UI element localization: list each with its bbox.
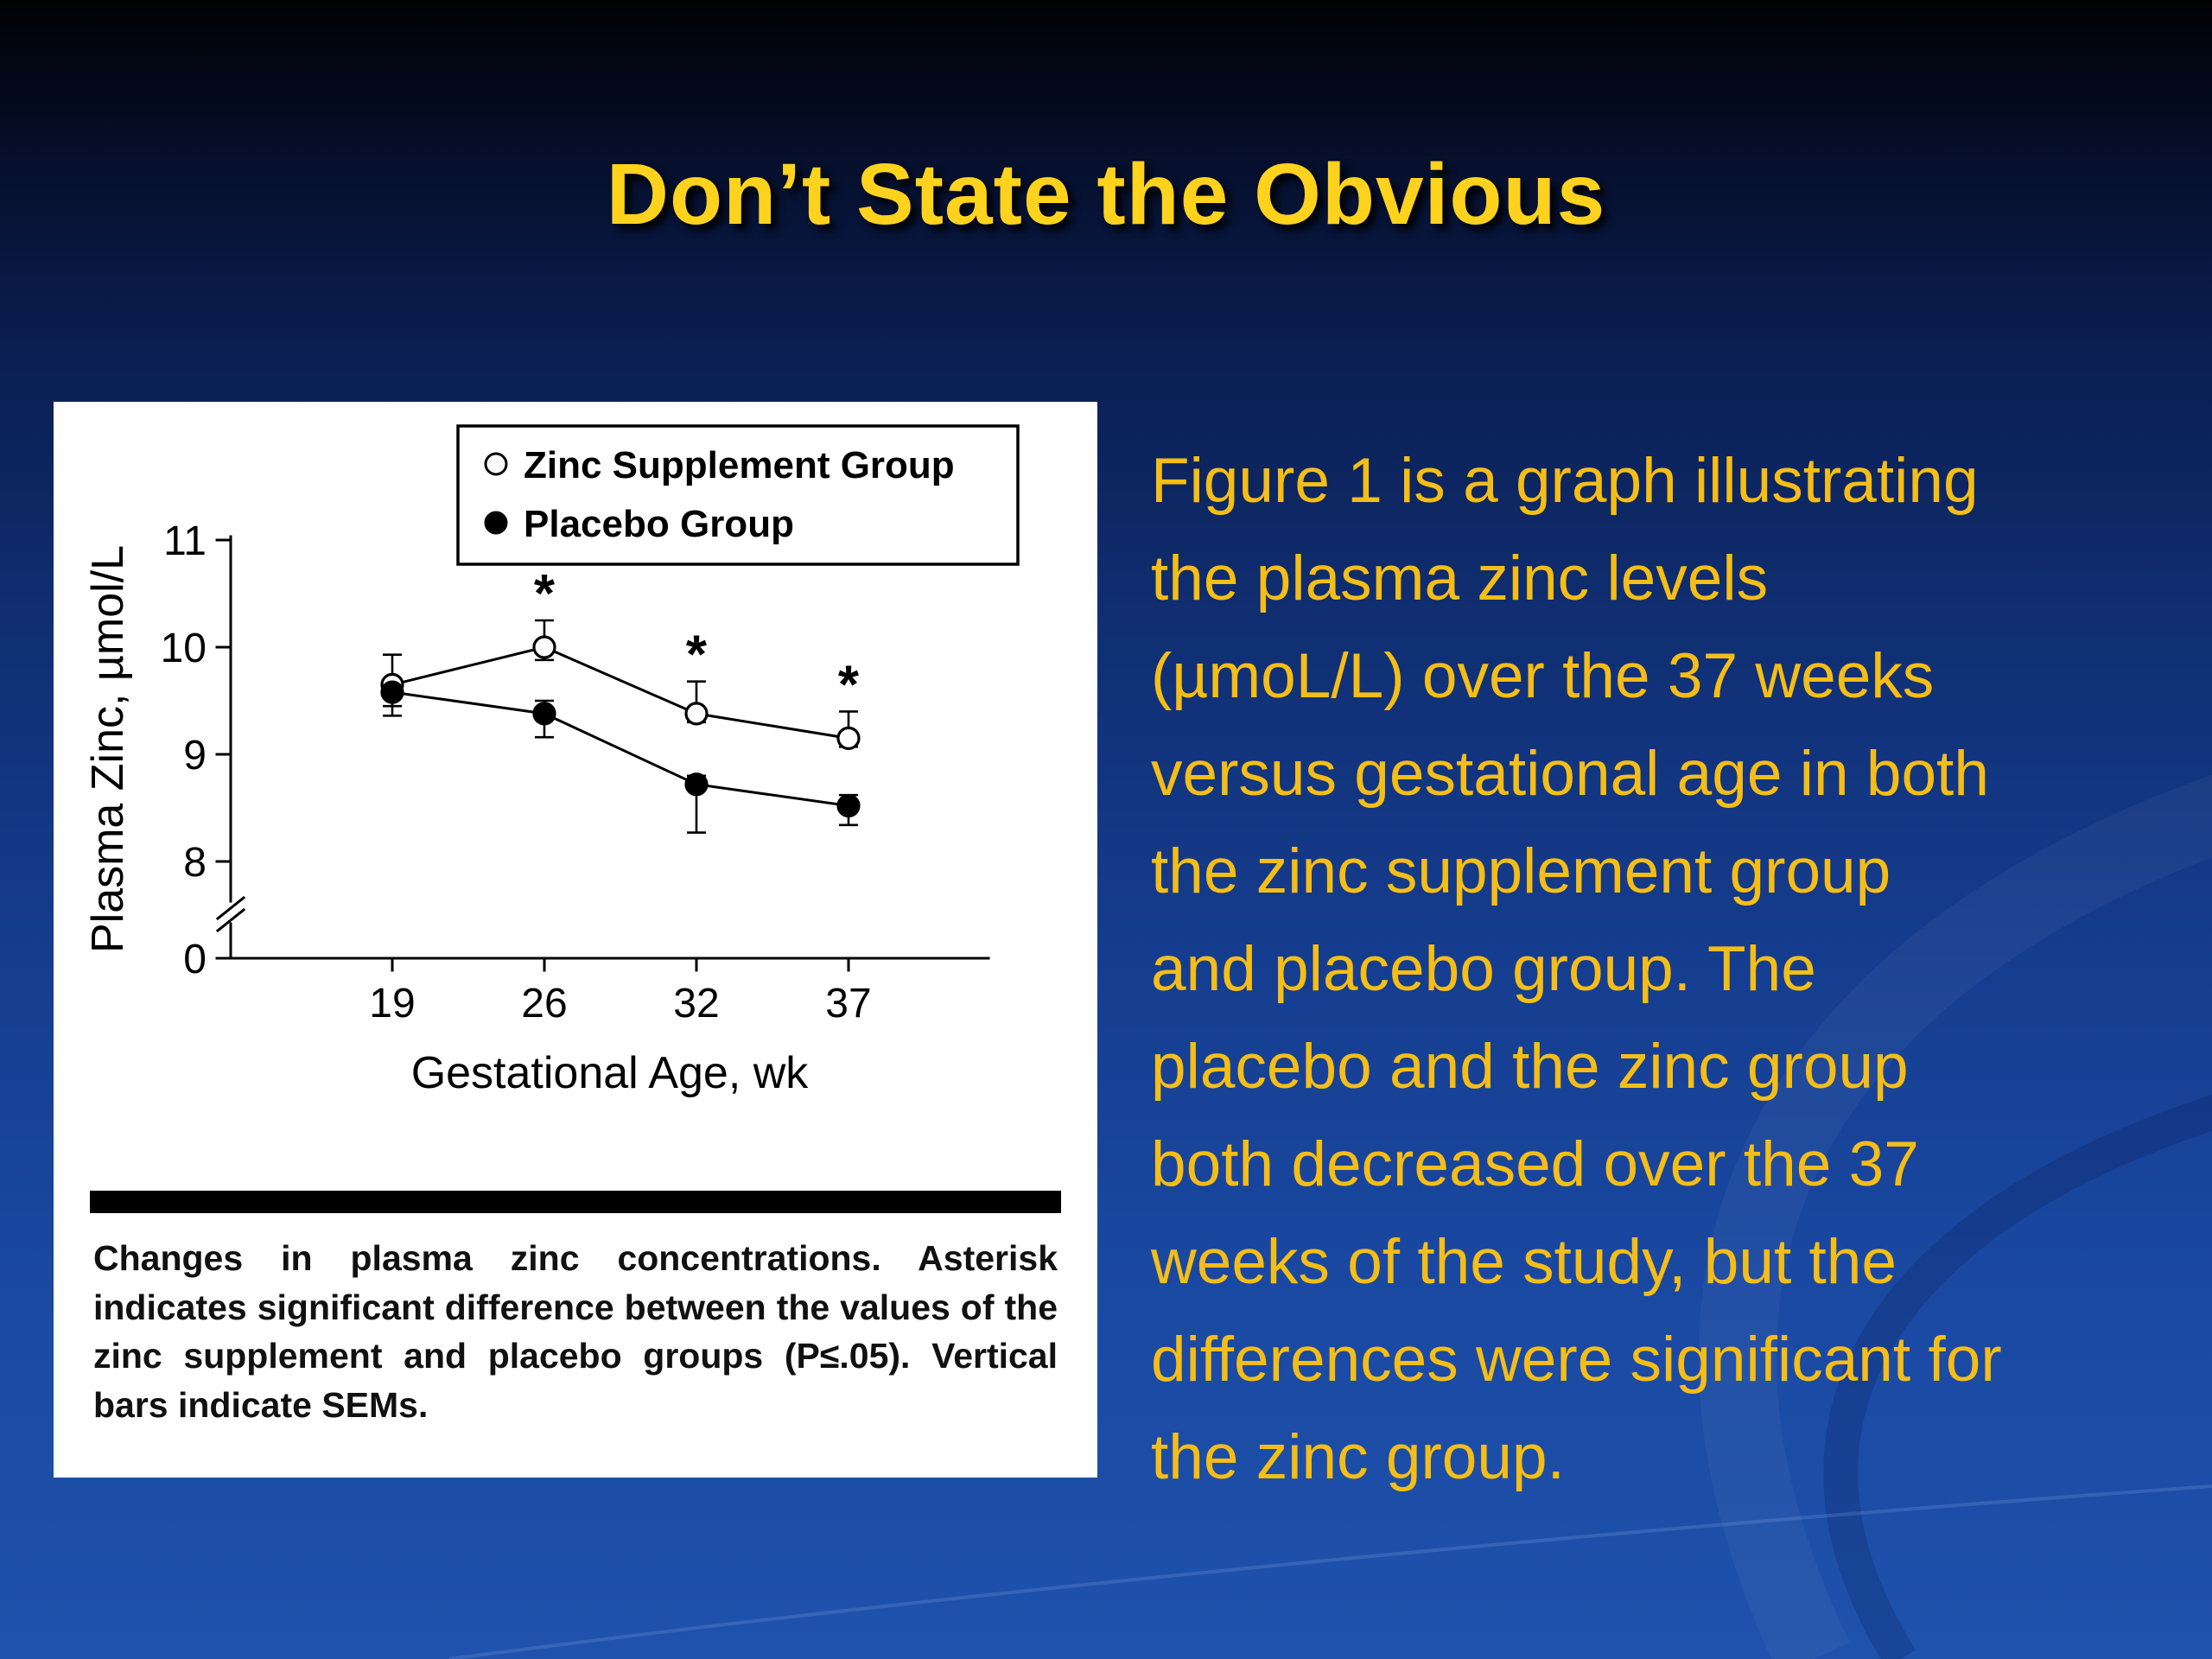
x-tick-label: 26 xyxy=(521,981,567,1027)
y-tick-label: 0 xyxy=(183,937,207,982)
y-tick-label: 10 xyxy=(161,626,207,671)
legend-box xyxy=(456,424,1020,566)
y-tick-label: 11 xyxy=(163,518,207,564)
data-point-filled-circle xyxy=(836,793,861,818)
legend-label: Placebo Group xyxy=(524,503,794,545)
legend-marker-open-circle xyxy=(484,452,508,476)
figure-caption: Changes in plasma zinc concentrations. A… xyxy=(93,1238,1058,1425)
axis-break-mark xyxy=(215,895,246,921)
slide-title: Don’t State the Obvious xyxy=(606,146,1606,243)
significance-asterisk: * xyxy=(534,564,556,624)
figure-panel: 0 8 9 10 11 19 26 32 37 Gestational Age, wk Plasma… xyxy=(54,402,1097,1478)
series-line xyxy=(391,690,849,808)
data-point-filled-circle xyxy=(380,680,404,704)
data-point-open-circle xyxy=(684,702,709,726)
body-text-line: and placebo group. The xyxy=(1151,934,1816,1004)
body-text-line: the zinc group. xyxy=(1151,1422,1565,1492)
y-tick-label: 9 xyxy=(183,733,207,779)
zinc-line-chart: 0 8 9 10 11 19 26 32 37 Gestational Age, wk Plasma… xyxy=(54,402,1097,1184)
data-point-filled-circle xyxy=(684,772,709,797)
body-text-line: versus gestational age in both xyxy=(1151,739,1989,809)
body-text-line: differences were significant for xyxy=(1151,1325,2002,1395)
data-point-filled-circle xyxy=(532,702,556,726)
x-tick-label: 19 xyxy=(369,981,415,1027)
significance-asterisk: * xyxy=(686,626,708,685)
body-text-line: (µmoL/L) over the 37 weeks xyxy=(1151,641,1935,711)
body-text-line: placebo and the zinc group xyxy=(1151,1032,1909,1102)
axis-break-mark xyxy=(215,907,246,933)
body-text-line: weeks of the study, but the xyxy=(1151,1227,1897,1297)
x-axis-label: Gestational Age, wk xyxy=(411,1048,810,1098)
body-text-line: both decreased over the 37 xyxy=(1151,1129,1919,1199)
body-text-line: Figure 1 is a graph illustrating xyxy=(1151,446,1979,516)
legend-marker-filled-circle xyxy=(484,511,508,535)
body-text-line: the plasma zinc levels xyxy=(1151,543,1769,613)
significance-asterisk: * xyxy=(838,655,860,715)
data-point-open-circle xyxy=(836,726,861,750)
series-line xyxy=(391,645,849,740)
y-tick-label: 8 xyxy=(183,840,207,886)
y-axis-label: Plasma Zinc, µmol/L xyxy=(83,545,133,953)
x-tick-label: 32 xyxy=(673,981,719,1027)
data-point-open-circle xyxy=(532,635,556,659)
body-text-line: the zinc supplement group xyxy=(1151,836,1891,906)
figure-separator-bar xyxy=(90,1191,1061,1213)
x-tick-label: 37 xyxy=(825,981,871,1027)
body-text-block: Figure 1 is a graph illustrating the plas… xyxy=(1151,432,2205,1506)
legend-label: Zinc Supplement Group xyxy=(524,444,955,486)
